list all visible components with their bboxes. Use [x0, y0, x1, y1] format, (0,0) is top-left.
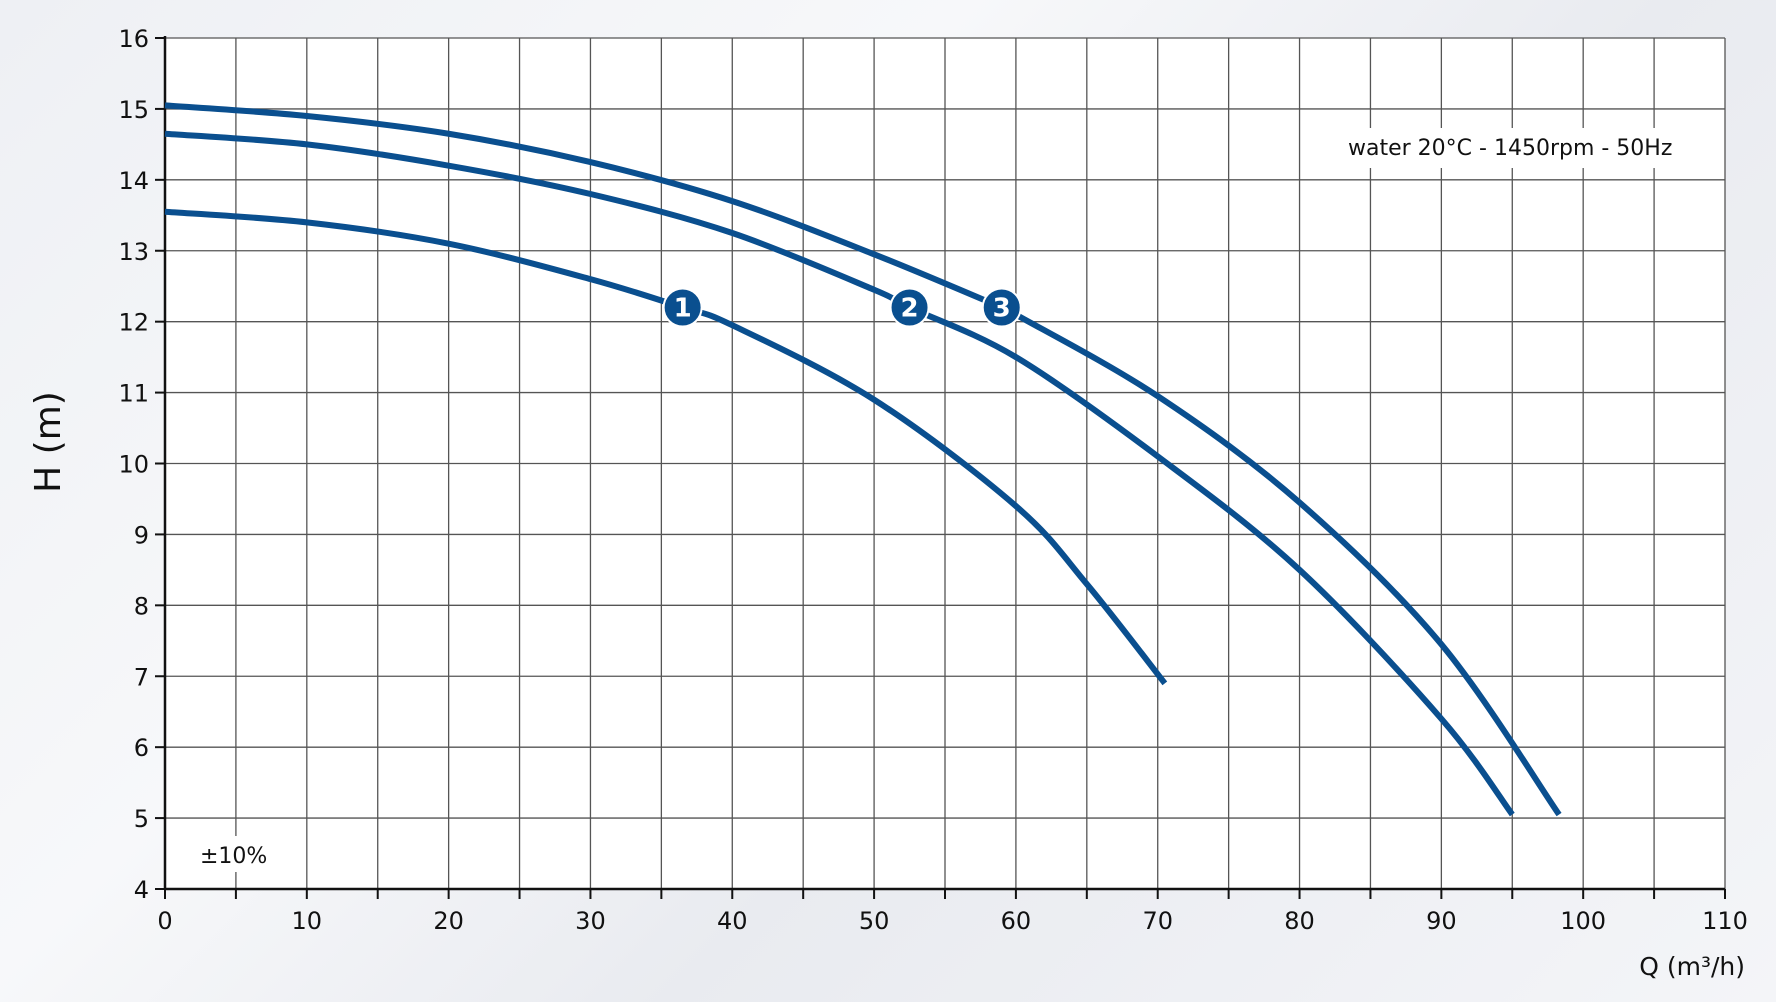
x-tick-label: 60 — [1001, 907, 1032, 935]
series-marker-label: 2 — [900, 293, 918, 323]
series-marker-label: 3 — [993, 293, 1011, 323]
x-axis-title: Q (m³/h) — [1639, 952, 1745, 981]
y-tick-label: 14 — [118, 167, 149, 195]
tolerance-note-bg — [190, 836, 290, 872]
series-marker-label: 1 — [674, 293, 692, 323]
y-axis-title: H (m) — [28, 391, 69, 493]
y-tick-label: 10 — [118, 451, 149, 479]
tick-labels: 0 10 20 30 40 50 60 70 80 90 100 110456789101112131… — [118, 25, 1747, 935]
y-tick-label: 16 — [118, 25, 149, 53]
x-tick-label: 70 — [1142, 907, 1173, 935]
conditions-note: water 20°C - 1450rpm - 50Hz — [1348, 136, 1672, 161]
x-tick-label: 40 — [717, 907, 748, 935]
series-marker-1: 1 — [662, 287, 703, 328]
y-tick-label: 6 — [134, 734, 149, 762]
series-markers: 1 2 3 — [662, 287, 1022, 328]
y-tick-label: 11 — [118, 380, 149, 408]
x-tick-label: 100 — [1560, 907, 1606, 935]
y-tick-label: 5 — [134, 805, 149, 833]
x-tick-label: 0 — [157, 907, 172, 935]
x-tick-label: 30 — [575, 907, 606, 935]
grid — [165, 37, 1726, 889]
y-tick-label: 12 — [118, 309, 149, 337]
x-tick-label: 10 — [292, 907, 323, 935]
series-marker-circle — [889, 287, 930, 328]
axes — [155, 36, 1726, 899]
series-marker-circle — [981, 287, 1022, 328]
x-tick-label: 80 — [1284, 907, 1315, 935]
x-tick-label: 20 — [433, 907, 464, 935]
x-tick-label: 90 — [1426, 907, 1457, 935]
conditions-note-bg — [1338, 128, 1692, 168]
y-tick-label: 9 — [134, 521, 149, 549]
series-marker-circle — [662, 287, 703, 328]
y-tick-label: 13 — [118, 238, 149, 266]
series-line-1 — [164, 208, 1168, 686]
y-tick-label: 8 — [134, 592, 149, 620]
y-tick-label: 15 — [118, 96, 149, 124]
x-tick-label: 50 — [859, 907, 890, 935]
series-marker-3: 3 — [981, 287, 1022, 328]
tolerance-note: ±10% — [200, 844, 267, 869]
y-tick-label: 4 — [134, 876, 149, 904]
series-line-3 — [164, 102, 1562, 817]
x-tick-label: 110 — [1702, 907, 1748, 935]
series-marker-2: 2 — [889, 287, 930, 328]
y-tick-label: 7 — [134, 663, 149, 691]
